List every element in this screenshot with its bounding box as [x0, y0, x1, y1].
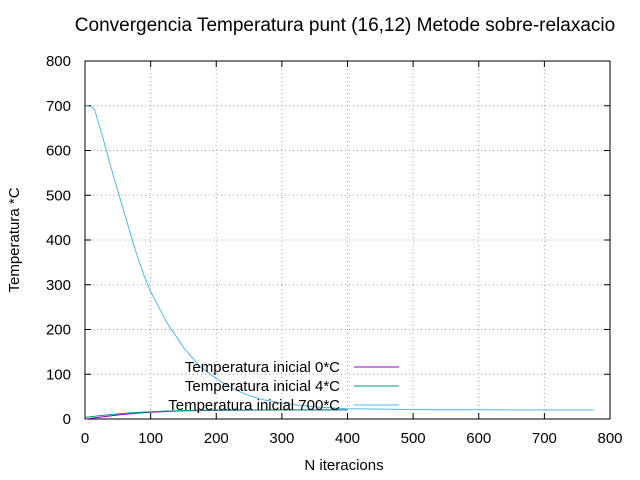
x-tick-label: 500: [401, 430, 426, 447]
y-axis-label: Temperatura *C: [6, 187, 23, 292]
x-axis-label: N iteracions: [304, 457, 383, 474]
y-tick-label: 600: [46, 143, 71, 160]
y-tick-label: 200: [46, 322, 71, 339]
legend-label: Temperatura inicial 700*C: [168, 397, 340, 414]
x-tick-label: 0: [81, 430, 89, 447]
legend-label: Temperatura inicial 0*C: [185, 359, 340, 376]
axis-ticks: 0 100 200 300 400 500 600 700 800 0 100 200 300 400 50…: [46, 53, 623, 447]
series-line-2: [85, 105, 594, 411]
x-tick-label: 100: [138, 430, 163, 447]
y-tick-label: 800: [46, 53, 71, 70]
y-tick-label: 700: [46, 98, 71, 115]
legend-label: Temperatura inicial 4*C: [185, 378, 340, 395]
legend: Temperatura inicial 0*C Temperatura inici…: [168, 359, 399, 414]
y-tick-label: 500: [46, 187, 71, 204]
y-tick-label: 300: [46, 277, 71, 294]
chart-title: Convergencia Temperatura punt (16,12) Me…: [75, 15, 615, 36]
y-tick-label: 100: [46, 366, 71, 383]
x-tick-label: 700: [532, 430, 557, 447]
x-tick-label: 800: [597, 430, 622, 447]
x-tick-label: 200: [204, 430, 229, 447]
y-tick-label: 0: [63, 411, 71, 428]
x-tick-label: 600: [466, 430, 491, 447]
x-tick-label: 400: [335, 430, 360, 447]
series-line-1: [85, 409, 348, 418]
grid: [85, 61, 610, 419]
x-tick-label: 300: [269, 430, 294, 447]
series-lines: [85, 105, 594, 420]
y-tick-label: 400: [46, 232, 71, 249]
